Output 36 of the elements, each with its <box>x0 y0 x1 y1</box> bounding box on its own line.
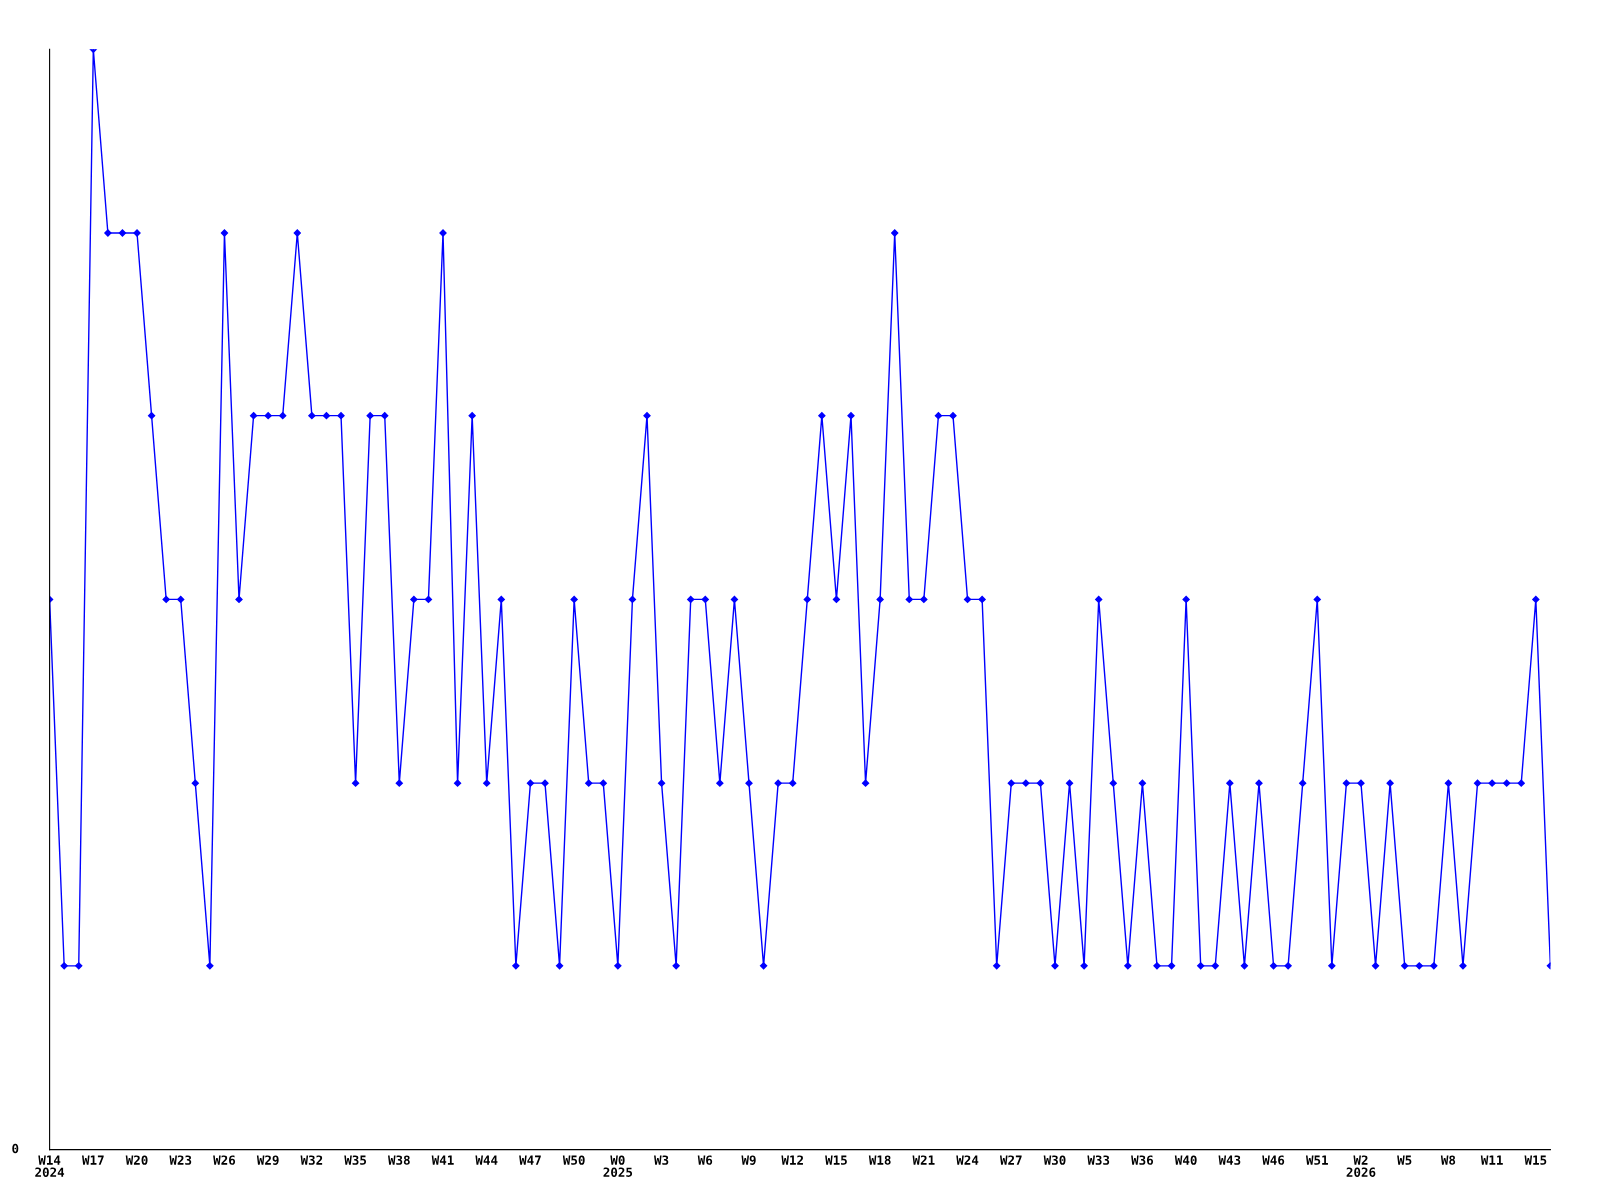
x-tick-label: W9 <box>741 1155 756 1165</box>
x-tick-label: W5 <box>1397 1155 1412 1165</box>
x-tick-label: W29 <box>256 1155 279 1165</box>
x-tick-label: W30 <box>1043 1155 1066 1165</box>
x-tick-label: W14 2024 <box>35 1155 65 1177</box>
x-tick-label: W43 <box>1218 1155 1241 1165</box>
x-tick-label: W6 <box>697 1155 713 1165</box>
x-tick-label: W21 <box>912 1155 935 1165</box>
x-tick-label: W32 <box>300 1155 323 1165</box>
x-tick-label: W23 <box>169 1155 192 1165</box>
text: 0 <box>12 1143 19 1154</box>
x-tick-label: W26 <box>213 1155 236 1165</box>
x-tick-label: W36 <box>1131 1155 1154 1165</box>
x-tick-label: W18 <box>868 1155 891 1165</box>
x-tick-label: W41 <box>431 1155 454 1165</box>
x-tick-label: W38 <box>388 1155 410 1165</box>
x-tick-label: W46 <box>1262 1155 1285 1165</box>
x-tick-label: W27 <box>999 1155 1022 1165</box>
x-tick-label: W11 <box>1480 1155 1503 1165</box>
x-tick-label: W2 2026 <box>1346 1155 1376 1177</box>
x-tick-label: W15 <box>825 1155 847 1165</box>
x-tick-label: W12 <box>781 1155 803 1165</box>
x-tick-label: W8 <box>1440 1155 1456 1165</box>
x-tick-label: W47 <box>519 1155 541 1165</box>
x-tick-label: W44 <box>475 1155 498 1165</box>
x-tick-label: W33 <box>1087 1155 1110 1165</box>
x-tick-label: W20 <box>125 1155 148 1165</box>
x-tick-label: W0 2025 <box>603 1155 633 1177</box>
x-tick-label: W35 <box>344 1155 367 1165</box>
x-tick-label: W51 <box>1305 1155 1328 1165</box>
x-tick-label: W15 <box>1524 1155 1547 1165</box>
x-tick-label: W24 <box>956 1155 979 1165</box>
x-tick-label: W40 <box>1174 1155 1197 1165</box>
x-tick-label: W50 <box>562 1155 585 1165</box>
x-tick-label: W17 <box>82 1155 104 1165</box>
x-tick-label: W3 <box>654 1155 669 1165</box>
